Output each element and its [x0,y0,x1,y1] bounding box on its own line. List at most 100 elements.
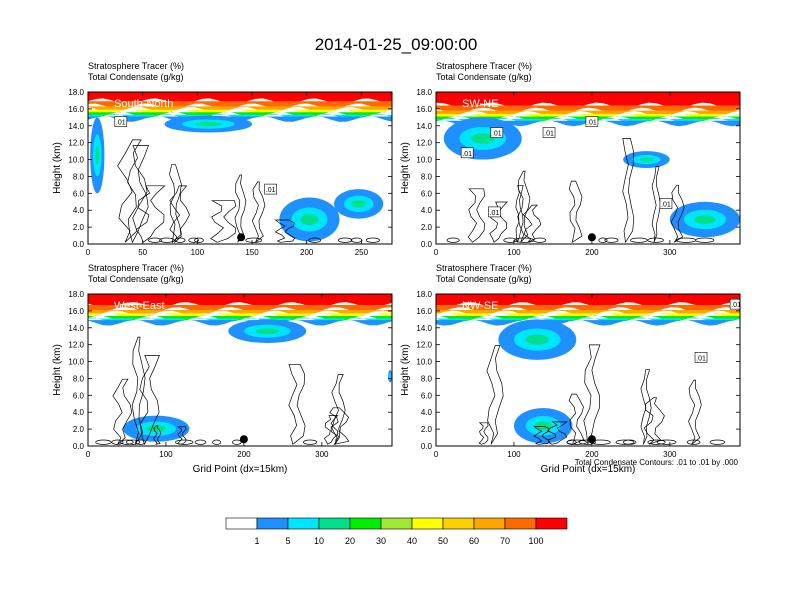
condensate-contour [127,145,150,244]
tracer-band [436,310,740,317]
figure-title: 2014-01-25_09:00:00 [315,35,478,54]
colorbar-label: 20 [345,536,355,546]
tracer-plume-center [389,374,391,378]
y-tick-label: 4.0 [421,408,433,417]
x-tick-label: 0 [434,248,439,257]
surface-contour [615,439,635,445]
tracer-band [436,304,740,313]
contour-label-box [542,127,556,138]
plot-frame [87,91,393,245]
colorbar-swatch [442,517,475,530]
contour-label-box [488,206,501,218]
tracer-plume-center [639,157,654,162]
surface-contour [656,439,677,445]
surface-contour [709,439,726,445]
tracer-band [88,113,392,120]
surface-contour [337,237,353,243]
surface-contour [365,237,380,243]
y-tick-label: 16.0 [68,105,84,114]
surface-contour [503,237,517,243]
contour-label-box [264,183,277,195]
x-tick-label: 200 [300,248,314,257]
surface-contour [194,439,207,445]
y-tick-label: 16.0 [416,105,432,114]
colorbar-label: 50 [438,536,448,546]
contour-label: .01 [490,210,500,217]
y-tick-label: 14.0 [68,324,84,333]
y-tick-label: 8.0 [421,172,433,181]
surface-contour [120,439,134,445]
condensate-contour [568,393,585,445]
x-tick-label: 100 [507,450,521,459]
location-marker [237,233,246,242]
y-tick-label: 18.0 [68,290,84,299]
surface-contour [212,439,222,445]
colorbar-swatch [411,517,444,530]
y-tick-label: 10.0 [416,156,432,165]
surface-contour [598,237,608,243]
surface-contour [308,237,322,243]
tracer-band [88,92,392,105]
section-label: SW-NE [462,98,498,110]
condensate-contour [251,181,266,243]
y-axis-label: Height (km) [52,142,63,194]
condensate-contour [515,184,524,243]
panel-0: .01 .01 South-North 0.0 2.0 4.0 6.0 8.0 10.0 12.0… [52,61,393,257]
condensate-contour [153,425,162,445]
surface-contour [194,237,204,243]
colorbar-swatch [225,517,258,530]
tracer-plume-center [694,215,716,224]
condensate-contour [486,345,504,445]
y-tick-label: 18.0 [416,88,432,97]
panel-title-2: Total Condensate (g/kg) [436,72,532,82]
colorbar-label: 60 [469,536,479,546]
condensate-contour [651,166,661,243]
y-tick-label: 0.0 [73,240,85,249]
x-tick-label: 50 [138,248,147,257]
contour-label-box [585,116,599,127]
y-tick-label: 4.0 [73,206,85,215]
condensate-contour [210,200,237,243]
panels: .01 .01 South-North 0.0 2.0 4.0 6.0 8.0 10.0 12.0… [52,61,741,475]
contour-label: .01 [731,302,741,309]
condensate-contour [177,426,187,445]
y-tick-label: 10.0 [68,156,84,165]
plot-area: .01 .01 [436,294,741,446]
contour-label-box [729,298,740,310]
surface-contour [647,439,666,445]
condensate-contour [234,174,247,243]
condensate-contour [489,201,509,243]
tracer-band [436,319,740,326]
y-tick-label: 2.0 [421,223,433,232]
y-tick-label: 8.0 [421,374,433,383]
section-label: West-East [114,300,165,312]
contour-label-box [460,147,474,159]
surface-contour [174,237,186,243]
contour-label-box [694,352,708,363]
colorbar-label: 70 [500,536,510,546]
colorbar-label: 10 [314,536,324,546]
plot-frame [435,293,741,447]
colorbar-swatch [349,517,382,530]
plot-background [436,294,740,446]
surface-contour [232,439,242,445]
condensate-contour [533,426,550,445]
plot-frame [87,293,393,447]
location-marker [587,233,596,242]
tracer-band [436,92,740,109]
tracer-band [436,294,740,308]
surface-contour [188,237,199,243]
surface-contour [159,237,175,243]
panel-title-2: Total Condensate (g/kg) [88,274,184,284]
condensate-contour [522,204,542,243]
y-tick-label: 4.0 [73,408,85,417]
condensate-contour [331,374,346,445]
contour-label: .01 [661,201,671,208]
tracer-band [88,319,392,326]
location-marker [587,435,596,444]
y-tick-label: 6.0 [73,391,85,400]
x-tick-label: 0 [86,450,91,459]
condensate-contour [622,138,635,244]
panel-3: .01 .01 NW-SE 0.0 2.0 4.0 6.0 8.0 10.0 12.0 14.0 16… [400,263,741,475]
